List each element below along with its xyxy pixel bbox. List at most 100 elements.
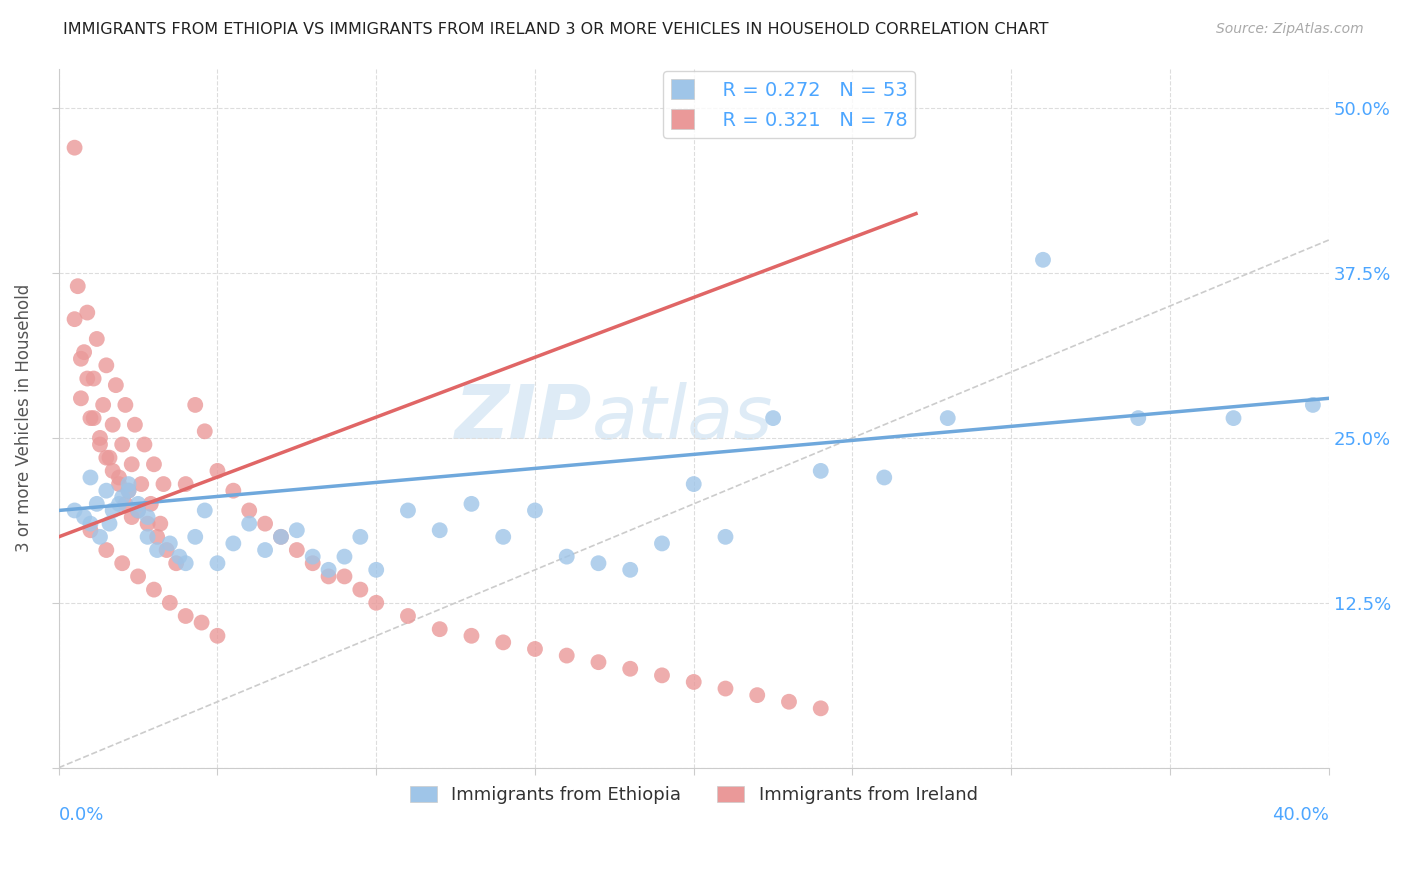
Point — [714, 681, 737, 696]
Text: 40.0%: 40.0% — [1272, 806, 1329, 824]
Point — [810, 464, 832, 478]
Point — [70, 392, 93, 406]
Point — [523, 642, 546, 657]
Point — [194, 503, 217, 517]
Point — [492, 635, 515, 649]
Point — [301, 556, 323, 570]
Point — [366, 596, 388, 610]
Point — [165, 556, 187, 570]
Point — [238, 503, 260, 517]
Point — [89, 530, 111, 544]
Point — [117, 483, 139, 498]
Point — [333, 549, 356, 564]
Point — [1032, 252, 1054, 267]
Point — [588, 655, 610, 669]
Point — [121, 510, 143, 524]
Point — [619, 662, 641, 676]
Point — [714, 530, 737, 544]
Point — [121, 457, 143, 471]
Point — [108, 497, 131, 511]
Point — [460, 629, 482, 643]
Point — [174, 477, 197, 491]
Legend: Immigrants from Ethiopia, Immigrants from Ireland: Immigrants from Ethiopia, Immigrants fro… — [402, 779, 986, 811]
Point — [91, 398, 114, 412]
Point — [159, 596, 181, 610]
Point — [134, 437, 156, 451]
Point — [190, 615, 212, 630]
Point — [70, 351, 93, 366]
Point — [146, 530, 169, 544]
Point — [588, 556, 610, 570]
Text: 0.0%: 0.0% — [59, 806, 104, 824]
Point — [1222, 411, 1244, 425]
Point — [619, 563, 641, 577]
Point — [184, 398, 207, 412]
Point — [762, 411, 785, 425]
Point — [936, 411, 959, 425]
Point — [429, 523, 451, 537]
Point — [73, 345, 96, 359]
Point — [318, 563, 340, 577]
Point — [98, 516, 121, 531]
Point — [101, 464, 124, 478]
Point — [682, 675, 704, 690]
Point — [79, 523, 101, 537]
Point — [117, 477, 139, 491]
Point — [156, 543, 179, 558]
Point — [63, 312, 86, 326]
Point — [207, 464, 229, 478]
Point — [333, 569, 356, 583]
Point — [174, 556, 197, 570]
Point — [104, 378, 127, 392]
Point — [142, 582, 165, 597]
Point — [96, 543, 118, 558]
Point — [207, 556, 229, 570]
Point — [396, 609, 419, 624]
Point — [238, 516, 260, 531]
Point — [83, 411, 105, 425]
Point — [127, 497, 149, 511]
Point — [523, 503, 546, 517]
Point — [460, 497, 482, 511]
Point — [89, 431, 111, 445]
Point — [129, 477, 152, 491]
Point — [127, 503, 149, 517]
Point — [159, 536, 181, 550]
Point — [747, 688, 769, 702]
Point — [114, 398, 136, 412]
Point — [366, 563, 388, 577]
Text: IMMIGRANTS FROM ETHIOPIA VS IMMIGRANTS FROM IRELAND 3 OR MORE VEHICLES IN HOUSEH: IMMIGRANTS FROM ETHIOPIA VS IMMIGRANTS F… — [63, 22, 1049, 37]
Point — [101, 503, 124, 517]
Y-axis label: 3 or more Vehicles in Household: 3 or more Vehicles in Household — [15, 284, 32, 552]
Point — [270, 530, 292, 544]
Point — [86, 497, 108, 511]
Point — [873, 470, 896, 484]
Point — [1302, 398, 1324, 412]
Point — [396, 503, 419, 517]
Point — [86, 332, 108, 346]
Point — [285, 543, 308, 558]
Text: atlas: atlas — [592, 382, 773, 454]
Point — [651, 536, 673, 550]
Point — [146, 543, 169, 558]
Point — [89, 437, 111, 451]
Point — [810, 701, 832, 715]
Point — [682, 477, 704, 491]
Point — [98, 450, 121, 465]
Point — [207, 629, 229, 643]
Point — [429, 622, 451, 636]
Point — [66, 279, 89, 293]
Point — [124, 417, 146, 432]
Point — [555, 648, 578, 663]
Point — [169, 549, 191, 564]
Point — [96, 359, 118, 373]
Point — [111, 490, 134, 504]
Point — [96, 450, 118, 465]
Point — [63, 141, 86, 155]
Point — [194, 425, 217, 439]
Point — [318, 569, 340, 583]
Point — [174, 609, 197, 624]
Point — [139, 497, 162, 511]
Point — [349, 582, 371, 597]
Point — [111, 437, 134, 451]
